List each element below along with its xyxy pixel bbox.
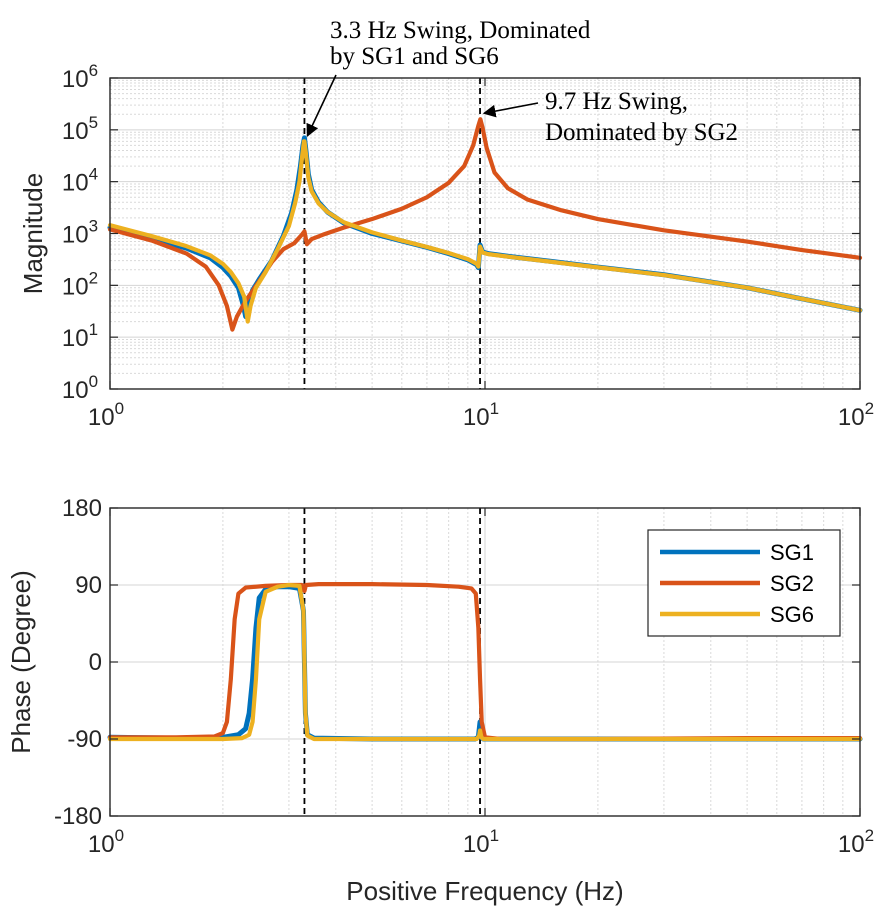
x-tick-label-exponent: 0 (115, 826, 124, 845)
y-tick-label: -90 (67, 726, 102, 753)
x-tick-label-base: 10 (463, 831, 490, 858)
x-tick-label-base: 10 (463, 404, 490, 431)
annotation-line: by SG1 and SG6 (330, 43, 499, 70)
x-tick-label-exponent: 1 (490, 399, 499, 418)
x-tick-label-base: 10 (838, 831, 865, 858)
y-axis-label: Magnitude (18, 173, 48, 294)
magnitude-plot: 100 101 102100101102103104105106Magnitude3… (18, 17, 874, 431)
x-tick-label-base: 10 (838, 404, 865, 431)
y-tick-label-exponent: 6 (89, 61, 98, 80)
y-tick-label-exponent: 3 (89, 217, 98, 236)
x-tick-label: 100 (88, 399, 124, 431)
x-tick-label-base: 10 (88, 831, 115, 858)
x-axis-label: Positive Frequency (Hz) (346, 876, 623, 906)
y-tick-label: 106 (62, 61, 98, 93)
series-line-sg2 (107, 117, 863, 332)
y-tick-label-base: 10 (62, 170, 89, 197)
y-tick-label: 90 (75, 572, 102, 599)
y-tick-label-base: 10 (62, 273, 89, 300)
x-tick-label: 101 (463, 399, 499, 431)
x-tick-label: 102 (838, 826, 874, 858)
y-tick-label: 103 (62, 217, 98, 249)
annotation-text: 9.7 Hz Swing, Dominated by SG2 (545, 88, 738, 146)
y-tick-label: 100 (62, 372, 98, 404)
y-tick-label-base: 10 (62, 118, 89, 145)
x-tick-label: 100 (88, 826, 124, 858)
series-line-sg2 (107, 582, 863, 742)
x-tick-label-exponent: 2 (865, 826, 874, 845)
y-tick-label-base: 10 (62, 325, 89, 352)
x-tick-label-exponent: 2 (865, 399, 874, 418)
y-tick-label-base: 10 (62, 66, 89, 93)
y-tick-label: 105 (62, 113, 98, 145)
annotation-line: 3.3 Hz Swing, Dominated (330, 17, 591, 44)
legend-label-sg1: SG1 (770, 540, 814, 565)
series-line-sg6 (107, 139, 863, 324)
y-tick-label: 180 (62, 495, 102, 522)
y-tick-label-exponent: 5 (89, 113, 98, 132)
x-tick-label: 101 (463, 826, 499, 858)
legend: SG1 SG2 SG6 (647, 529, 841, 637)
legend-label-sg2: SG2 (770, 571, 814, 596)
y-tick-label-exponent: 0 (89, 372, 98, 391)
y-tick-label-base: 10 (62, 222, 89, 249)
x-tick-label-base: 10 (88, 404, 115, 431)
y-tick-label: 0 (89, 649, 102, 676)
annotation-arrow (482, 102, 539, 118)
legend-label-sg6: SG6 (770, 602, 814, 627)
y-tick-label: 102 (62, 268, 98, 300)
annotation-line: 9.7 Hz Swing, (545, 88, 688, 115)
y-tick-label-base: 10 (62, 377, 89, 404)
y-tick-label: -180 (54, 803, 102, 830)
annotation-arrow (306, 74, 337, 138)
y-tick-label-exponent: 4 (89, 165, 98, 184)
annotation-text: 3.3 Hz Swing, Dominated by SG1 and SG6 (330, 17, 591, 70)
series-line-sg6 (107, 582, 863, 742)
x-tick-label-exponent: 1 (490, 826, 499, 845)
x-tick-label-exponent: 0 (115, 399, 124, 418)
y-tick-label: 101 (62, 320, 98, 352)
y-tick-label-exponent: 1 (89, 320, 98, 339)
x-tick-label: 102 (838, 399, 874, 431)
y-tick-label-exponent: 2 (89, 268, 98, 287)
y-tick-label: 104 (62, 165, 98, 197)
y-axis-label: Phase (Degree) (6, 570, 36, 754)
annotation-line: Dominated by SG2 (545, 119, 738, 146)
